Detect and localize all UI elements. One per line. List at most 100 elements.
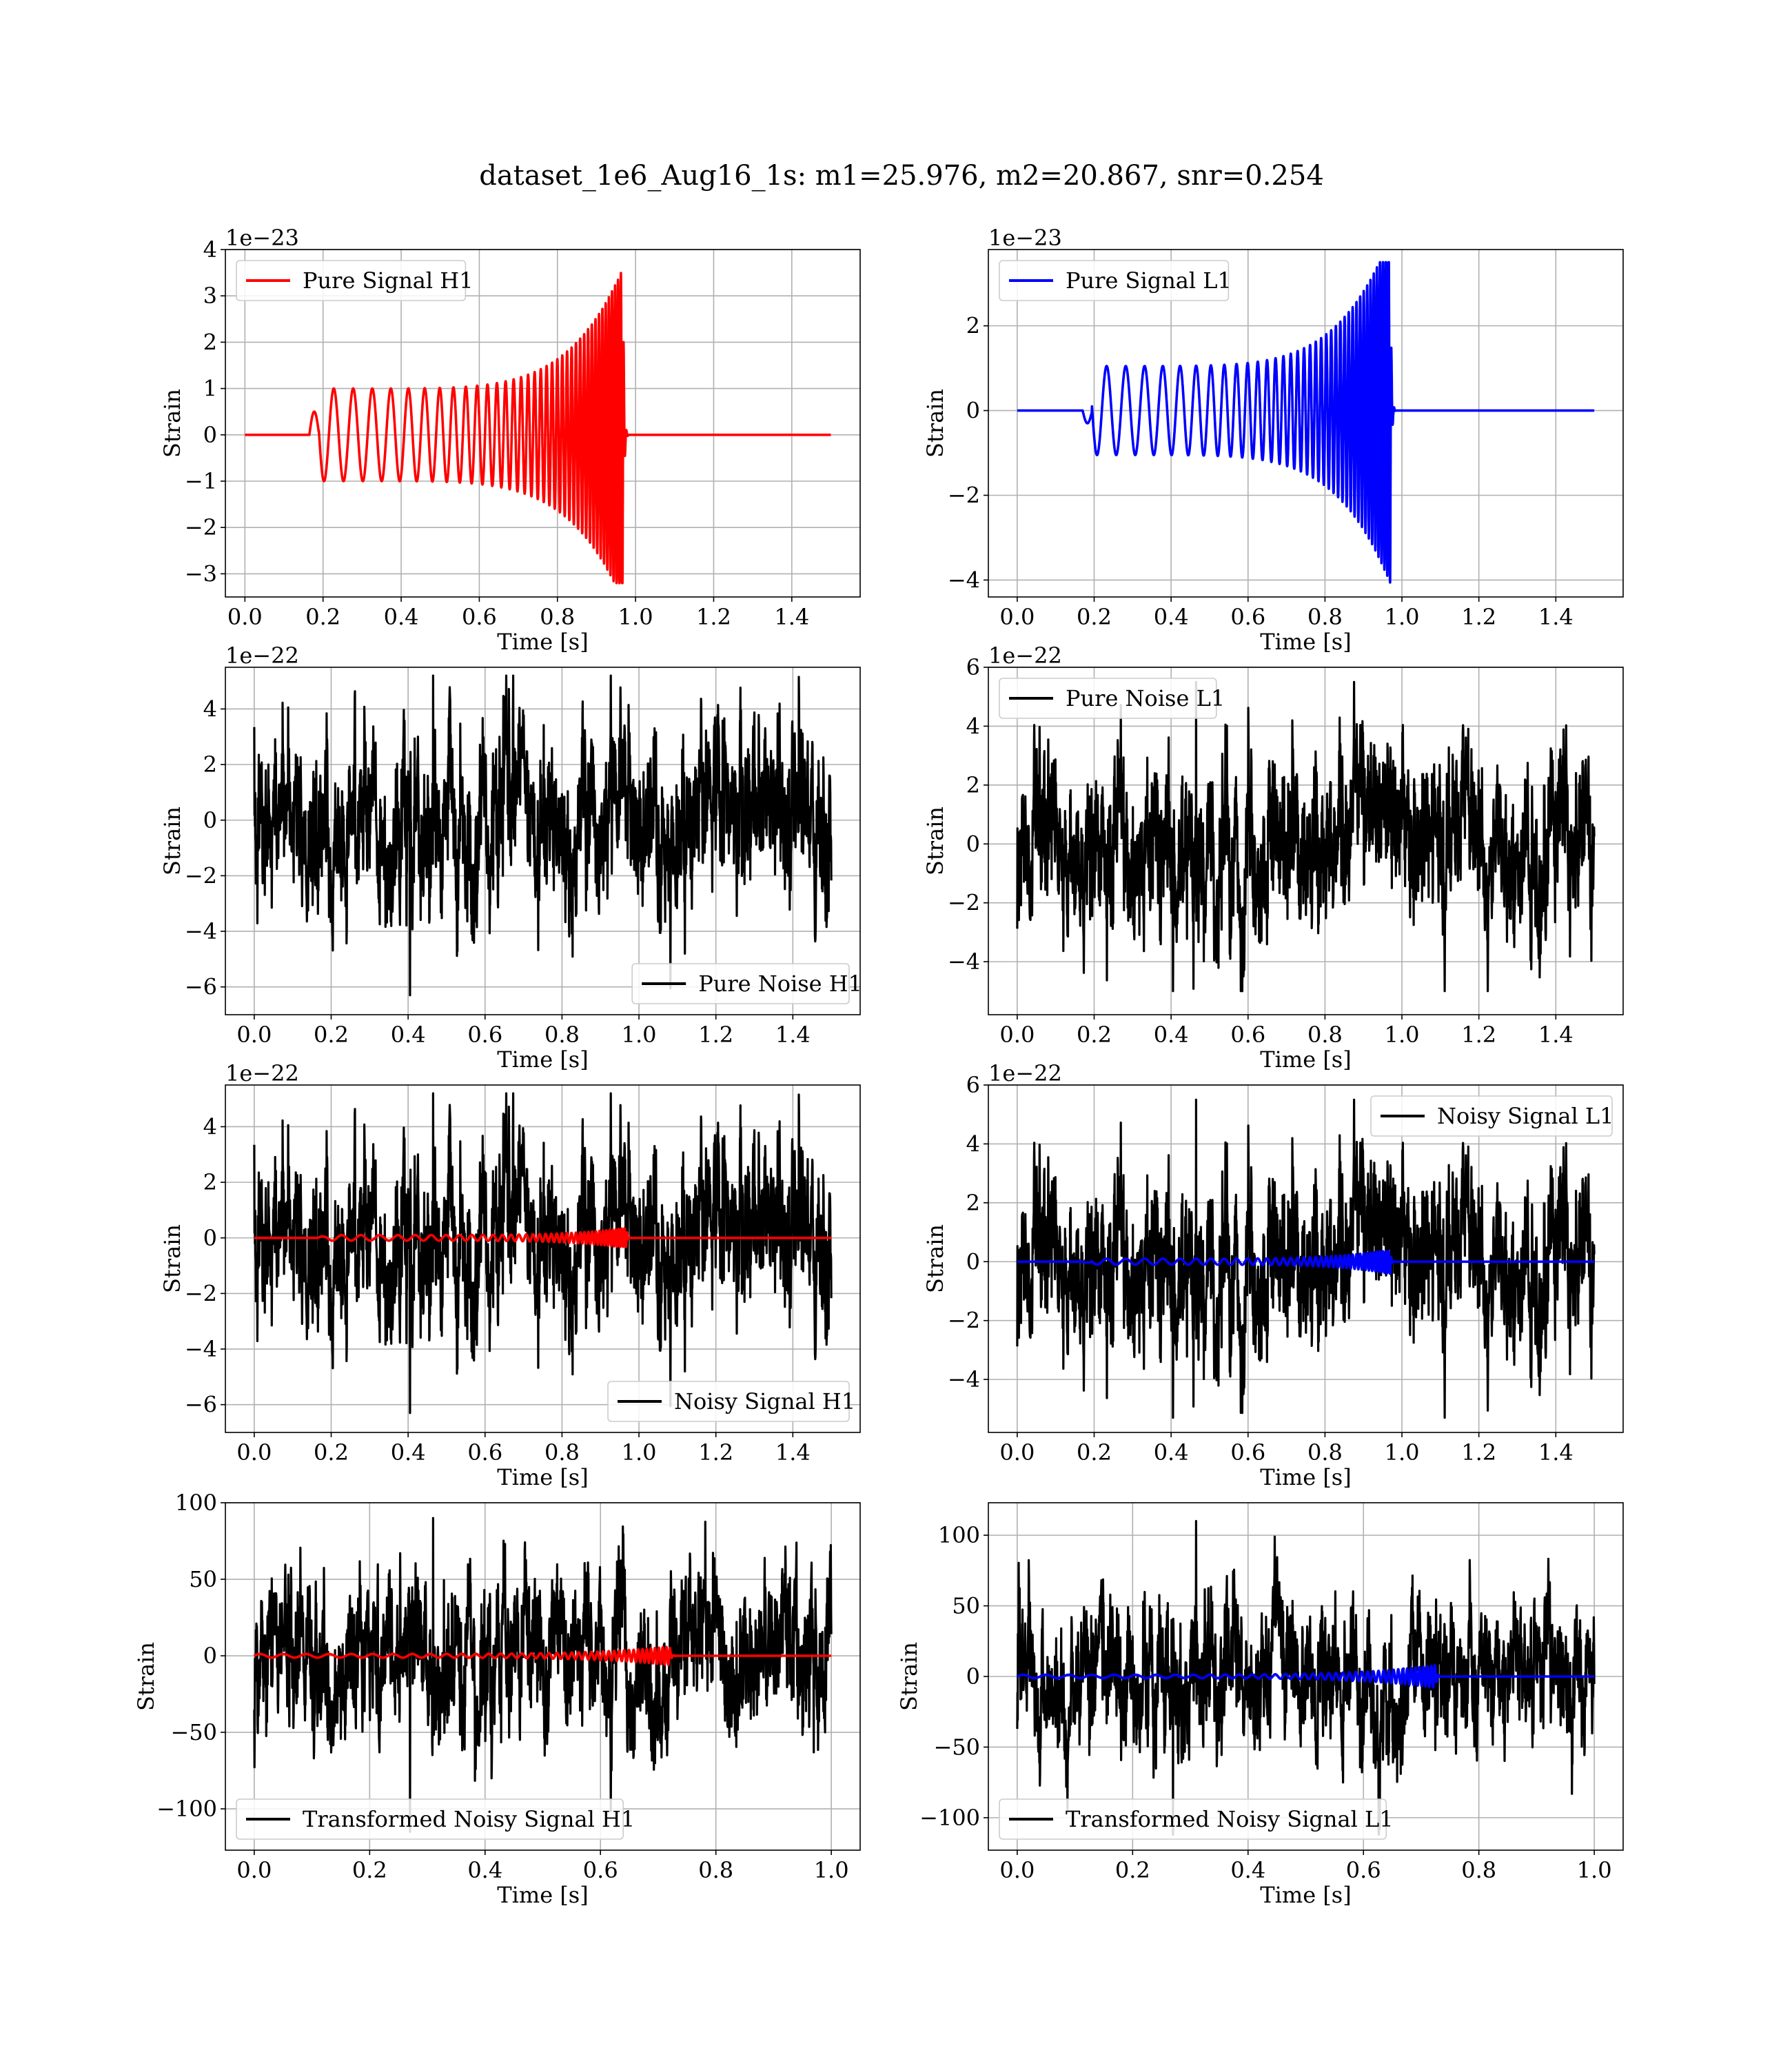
y-tick-label: 2 [203,751,217,778]
y-tick-label: −4 [185,1336,217,1362]
x-tick-label: 0.4 [467,1857,502,1883]
y-tick-label: −2 [948,482,980,508]
x-tick-label: 0.6 [462,604,497,630]
x-tick-label: 1.4 [1538,1022,1574,1048]
y-tick-label: 4 [203,236,217,263]
series-group [1016,261,1596,584]
x-tick-label: 0.8 [1307,604,1343,630]
series-line-signal-overlay-1 [253,1645,833,1666]
y-tick-label: 4 [203,696,217,722]
axes-frame [225,249,861,598]
legend-label: Pure Noise L1 [1066,685,1225,711]
x-tick-label: 1.0 [618,604,653,630]
series-line-noisy-signal-h1 [253,1092,833,1415]
axes-frame [988,249,1624,598]
y-tick-label: −2 [948,1308,980,1334]
x-tick-label: 0.4 [1154,604,1189,630]
y-tick-label: 0 [966,1663,980,1690]
x-tick-label: 0.4 [391,1022,426,1048]
y-tick-label: 3 [203,283,217,309]
x-tick-label: 0.0 [236,1022,272,1048]
legend-box [999,260,1230,301]
y-tick-label: −2 [185,514,217,540]
panel-transformed-noisy-signal-l1: 0.0 0.2 0.4 0.6 0.8 1.0 −100 −50 0 50 100 Time [s] S… [896,1502,1624,1908]
series-line-signal-overlay-1 [1016,1663,1596,1689]
x-tick-label: 1.4 [775,1022,811,1048]
y-tick-label: −1 [185,468,217,494]
x-tick-label: 0.2 [1077,1022,1112,1048]
y-tick-label: −2 [185,862,217,889]
legend: Noisy Signal H1 [607,1381,855,1422]
legend-label: Noisy Signal H1 [674,1388,855,1415]
x-axis-label: Time [s] [497,629,588,655]
y-axis-label: Strain [133,1642,159,1711]
series-group [243,272,833,585]
x-tick-label: 0.0 [999,1857,1035,1883]
x-tick-label: 0.6 [1230,1439,1265,1466]
x-axis-label: Time [s] [1260,629,1351,655]
legend-label: Noisy Signal L1 [1437,1103,1614,1129]
x-tick-label: 1.0 [1577,1857,1612,1883]
x-tick-label: 0.8 [1307,1022,1343,1048]
series-line-signal-overlay-1 [1016,1250,1596,1275]
x-tick-label: 0.6 [1230,1022,1265,1048]
x-axis-label: Time [s] [1260,1882,1351,1908]
x-tick-label: 0.8 [1307,1439,1343,1466]
y-axis-label: Strain [922,389,948,458]
y-tick-label: 0 [203,422,217,448]
x-tick-label: 1.2 [698,1022,733,1048]
axis-offset-label: 1e−22 [988,1060,1062,1086]
legend: Noisy Signal L1 [1370,1095,1614,1137]
y-tick-label: 4 [203,1113,217,1139]
x-tick-label: 0.2 [314,1439,349,1466]
x-tick-label: 0.2 [1077,1439,1112,1466]
x-tick-label: 0.6 [1230,604,1265,630]
legend: Pure Signal L1 [999,260,1232,301]
axes-frame [225,667,861,1015]
x-tick-label: 1.4 [774,604,809,630]
x-tick-label: 0.8 [698,1857,733,1883]
x-tick-label: 1.0 [1385,1439,1420,1466]
y-tick-label: 6 [966,654,980,680]
series-line-pure-noise-l1 [1016,680,1596,993]
y-tick-label: 1 [203,376,217,402]
series-line-transformed-noisy-signal-h1 [253,1517,833,1833]
x-tick-label: 0.2 [352,1857,387,1883]
panel-noisy-signal-h1: 0.0 0.2 0.4 0.6 0.8 1.0 1.2 1.4 −6 −4 −2 0 2 4 Time [s… [159,1060,861,1490]
legend: Transformed Noisy Signal H1 [236,1798,635,1840]
legend: Pure Noise H1 [631,963,862,1004]
x-tick-label: 0.2 [314,1022,349,1048]
x-tick-label: 1.0 [1385,604,1420,630]
x-axis-label: Time [s] [1260,1046,1351,1073]
y-axis-label: Strain [922,807,948,875]
series-line-pure-signal-h1 [243,272,833,585]
x-tick-label: 1.4 [1538,1439,1574,1466]
series-group [253,1517,833,1833]
legend-box [236,1798,624,1840]
y-tick-label: 50 [952,1593,980,1619]
legend-label: Transformed Noisy Signal H1 [303,1806,635,1832]
x-tick-label: 0.2 [1077,604,1112,630]
y-tick-label: 100 [938,1522,980,1548]
x-tick-label: 0.6 [1346,1857,1381,1883]
y-tick-label: 0 [966,1248,980,1275]
x-tick-label: 1.2 [1461,1022,1496,1048]
panel-transformed-noisy-signal-h1: 0.0 0.2 0.4 0.6 0.8 1.0 −100 −50 0 50 100 Time [s] S… [133,1490,861,1908]
x-tick-label: 1.4 [775,1439,811,1466]
series-group [253,674,833,997]
axis-offset-label: 1e−23 [225,225,299,251]
axis-offset-label: 1e−22 [988,642,1062,669]
x-axis-label: Time [s] [497,1882,588,1908]
x-tick-label: 0.4 [391,1439,426,1466]
legend: Transformed Noisy Signal L1 [999,1798,1394,1840]
y-tick-label: −4 [948,567,980,593]
x-tick-label: 0.0 [236,1439,272,1466]
legend-label: Pure Signal H1 [303,267,474,294]
x-tick-label: 0.8 [540,604,575,630]
y-tick-label: 0 [966,398,980,424]
legend: Pure Signal H1 [236,260,474,301]
axes-frame [988,667,1624,1015]
y-tick-label: −50 [933,1734,980,1760]
y-tick-label: 50 [189,1566,217,1592]
x-tick-label: 0.0 [227,604,263,630]
